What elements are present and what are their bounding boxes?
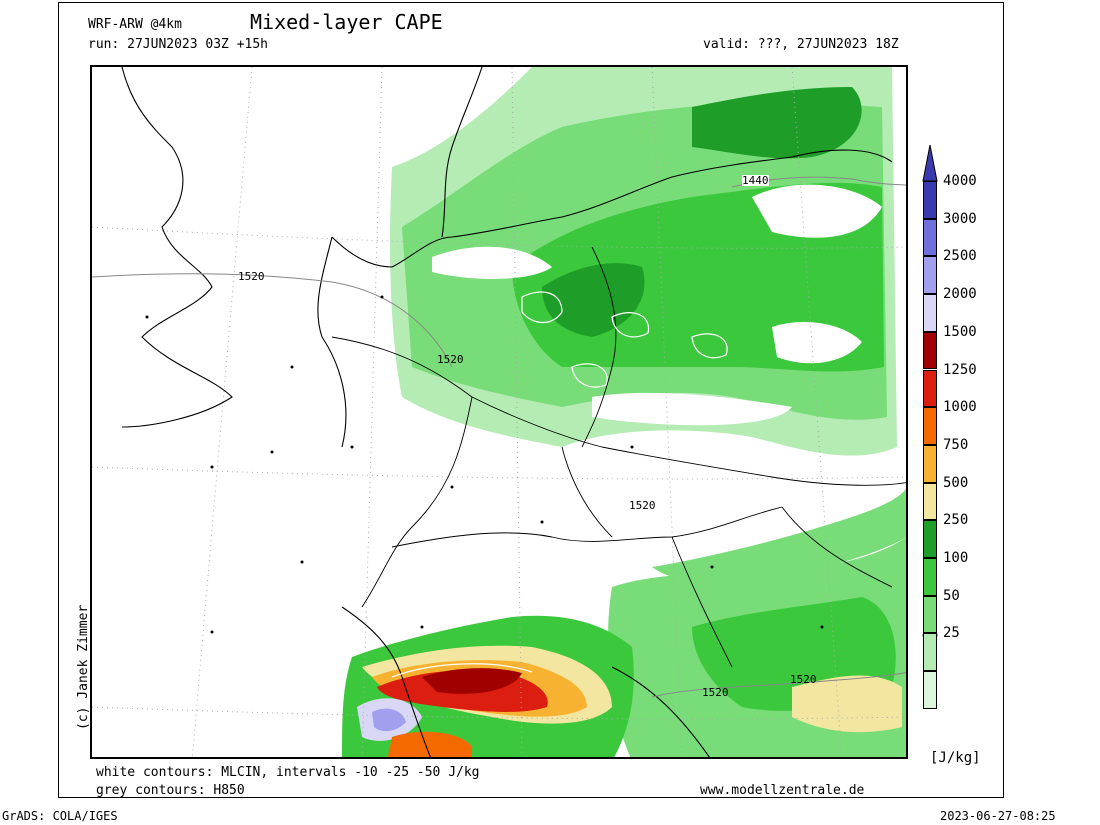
colorbar-tick-label: 4000 <box>943 173 977 189</box>
contour-label-1520-east: 1520 <box>790 673 817 686</box>
colorbar-segment <box>923 181 937 219</box>
model-label: WRF-ARW @4km <box>88 17 182 32</box>
chart-title: Mixed-layer CAPE <box>250 10 443 34</box>
colorbar-segment <box>923 520 937 558</box>
colorbar-arrow-top <box>922 144 938 182</box>
cape-area-dark-poland <box>542 263 645 337</box>
cape-free-2 <box>752 184 882 238</box>
colorbar-tick-label: 750 <box>943 436 969 453</box>
cape-area-balkans-yellow <box>792 675 902 733</box>
colorbar-tick-label: 2500 <box>943 248 977 265</box>
footer-software: GrADS: COLA/IGES <box>2 809 118 823</box>
colorbar-segment <box>923 218 937 257</box>
colorbar-tick-label: 100 <box>943 550 969 566</box>
colorbar-segment <box>923 331 937 370</box>
figure-frame <box>58 2 1004 798</box>
valid-label: valid: ???, 27JUN2023 18Z <box>703 37 899 52</box>
mlcin-contours <box>391 291 728 678</box>
colorbar-tick-label: 3000 <box>943 210 977 227</box>
coastlines <box>121 67 893 757</box>
colorbar-segment <box>923 256 937 295</box>
colorbar-unit: [J/kg] <box>930 750 981 766</box>
colorbar-segment <box>923 633 937 672</box>
colorbar-tick-label: 500 <box>943 474 969 491</box>
cape-area-poval-violet-core <box>372 708 406 732</box>
contour-label-1520-central: 1520 <box>437 353 464 366</box>
cape-free-1 <box>432 246 552 279</box>
colorbar-segment <box>923 294 937 332</box>
colorbar-tick-label: 250 <box>943 512 969 529</box>
map-canvas <box>92 67 906 757</box>
credit-text: (c) Janek Zimmer <box>76 604 91 730</box>
contour-label-1440: 1440 <box>742 174 769 187</box>
cape-area-poval-darkred <box>422 668 522 694</box>
legend-white-contours: white contours: MLCIN, intervals -10 -25… <box>96 765 480 780</box>
contour-label-1520-west: 1520 <box>238 270 265 283</box>
colorbar-tick-label: 1250 <box>943 361 977 378</box>
colorbar-segment <box>923 671 937 709</box>
colorbar-segment <box>923 369 937 408</box>
contour-label-1520-alps: 1520 <box>629 499 656 512</box>
map-panel: 1440 1520 1520 1520 1520 1520 <box>90 65 908 759</box>
colorbar-segment <box>923 558 937 596</box>
cape-free-4 <box>592 392 792 426</box>
cape-area-ligurian <box>387 731 472 757</box>
contour-label-1520-balkans: 1520 <box>702 686 729 699</box>
run-label: run: 27JUN2023 03Z +15h <box>88 37 269 52</box>
website-label: www.modellzentrale.de <box>700 783 865 798</box>
colorbar-tick-label: 2000 <box>943 286 977 303</box>
colorbar-segment <box>923 482 937 521</box>
cape-area-dark-baltic <box>692 87 862 159</box>
colorbar-segment <box>923 407 937 445</box>
colorbar-tick-label: 25 <box>943 625 960 642</box>
colorbar-segment <box>923 444 937 483</box>
footer-timestamp: 2023-06-27-08:25 <box>940 809 1056 823</box>
colorbar-tick-label: 1500 <box>943 323 977 340</box>
colorbar-tick-label: 50 <box>943 587 960 604</box>
colorbar-tick-label: 1000 <box>943 399 977 416</box>
cape-free-3 <box>772 322 862 364</box>
country-borders <box>331 246 906 668</box>
legend-grey-contours: grey contours: H850 <box>96 783 245 798</box>
city-markers <box>145 295 824 634</box>
colorbar-segment <box>923 595 937 634</box>
